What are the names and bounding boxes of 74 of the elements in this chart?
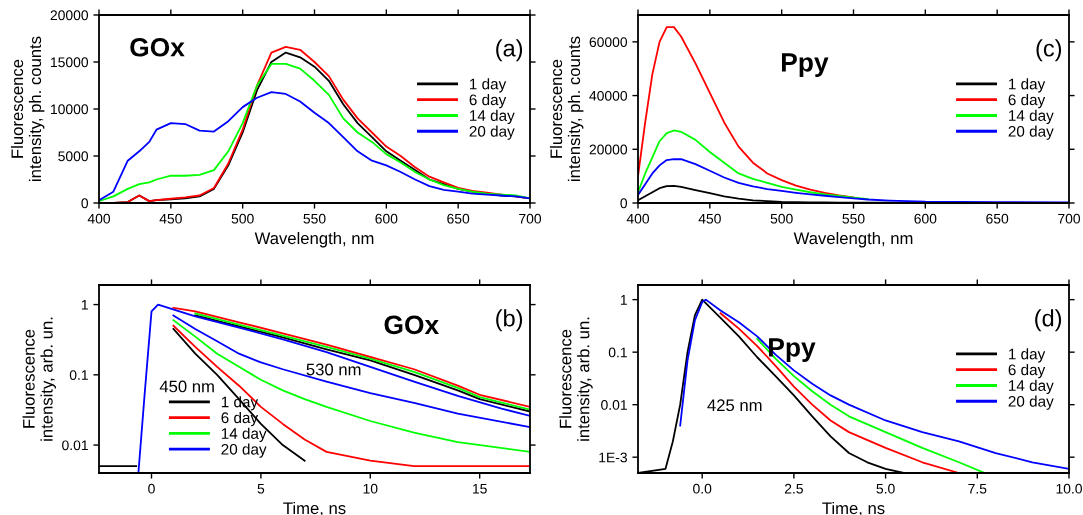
x-tick-label: 600 <box>914 213 937 224</box>
y-tick-label: 15000 <box>51 57 89 68</box>
x-tick-label: 550 <box>842 213 865 224</box>
annotation: (c) <box>1036 39 1062 62</box>
y-axis-title: Fluorescence intensity, ph. counts <box>549 36 584 181</box>
y-tick-label: 20000 <box>50 10 89 21</box>
y-tick-label: 0.1 <box>608 347 627 358</box>
x-tick-label: 15 <box>473 483 487 494</box>
legend-label: 6 day <box>1008 363 1046 379</box>
legend-label: 1 day <box>1009 348 1046 363</box>
x-axis-title: Wavelength, nm <box>254 231 374 248</box>
x-tick-label: 5.0 <box>876 483 895 494</box>
legend-label: 14 day <box>1009 109 1054 125</box>
y-tick-label: 1 <box>620 295 627 305</box>
x-tick-label: 600 <box>375 213 398 224</box>
annotation: (a) <box>496 39 523 62</box>
x-tick-label: 5 <box>257 483 265 494</box>
x-tick-label: 450 <box>698 213 721 224</box>
line-series <box>638 129 869 200</box>
legend-label: 14 day <box>221 427 267 442</box>
y-tick-label: 0 <box>620 198 628 209</box>
x-tick-label: 650 <box>447 213 470 224</box>
x-axis-title: Wavelength, nm <box>793 231 913 248</box>
legend-label: 1 day <box>470 78 507 93</box>
x-tick-label: 400 <box>87 213 111 224</box>
annotation: (b) <box>496 309 523 332</box>
legend-label: 14 day <box>1009 379 1054 395</box>
x-tick-label: 700 <box>1058 213 1081 224</box>
x-tick-label: 550 <box>303 213 326 224</box>
x-tick-label: 7.5 <box>968 483 987 494</box>
y-tick-label: 20000 <box>589 144 628 155</box>
annotation: (d) <box>1035 309 1062 332</box>
y-tick-label: 5000 <box>58 151 89 162</box>
y-tick-label: 0 <box>81 198 89 209</box>
legend-label: 6 day <box>469 93 507 109</box>
x-tick-label: 0.0 <box>693 483 712 494</box>
x-tick-label: 650 <box>986 213 1009 224</box>
x-tick-label: 700 <box>519 213 542 224</box>
legend-label: 20 day <box>1008 395 1054 410</box>
x-tick-label: 0 <box>148 483 155 494</box>
y-tick-label: 1 <box>81 300 88 310</box>
annotation: GOx <box>130 37 185 57</box>
y-axis-title: Fluorescence intensity, ph. counts <box>10 36 45 181</box>
x-tick-label: 450 <box>159 213 182 224</box>
y-tick-label: 10000 <box>51 104 89 115</box>
x-tick-label: 10 <box>363 483 378 494</box>
x-tick-label: 400 <box>626 213 650 224</box>
legend-label: 20 day <box>1008 125 1054 140</box>
annotation: 530 nm <box>306 363 361 376</box>
y-tick-label: 0.01 <box>62 440 88 451</box>
y-axis-title: Fluorescence intensity, arb. un. <box>22 317 56 441</box>
legend-label: 6 day <box>221 411 259 427</box>
x-tick-label: 500 <box>770 213 793 224</box>
x-tick-label: 10.0 <box>1056 483 1082 494</box>
legend-label: 20 day <box>221 443 267 458</box>
y-tick-label: 1E-3 <box>599 452 627 463</box>
y-tick-label: 0.1 <box>69 370 88 380</box>
y-axis-title: Fluorescence intensity, arb. un. <box>559 317 593 441</box>
x-tick-label: 500 <box>231 213 254 224</box>
y-tick-label: 40000 <box>589 90 628 101</box>
annotation: Ppy <box>781 53 829 77</box>
y-tick-label: 60000 <box>589 37 628 48</box>
x-tick-label: 2.5 <box>784 483 803 494</box>
annotation: Ppy <box>769 338 816 362</box>
annotation: 450 nm <box>159 380 214 393</box>
legend-label: 14 day <box>470 109 515 125</box>
legend-label: 1 day <box>1009 78 1046 93</box>
line-series <box>679 298 1069 470</box>
legend-label: 6 day <box>1008 93 1046 109</box>
annotation: GOx <box>384 315 439 335</box>
legend-label: 20 day <box>469 125 515 140</box>
line-series <box>137 303 530 473</box>
annotation: 425 nm <box>707 399 762 412</box>
y-tick-label: 0.01 <box>601 400 627 410</box>
